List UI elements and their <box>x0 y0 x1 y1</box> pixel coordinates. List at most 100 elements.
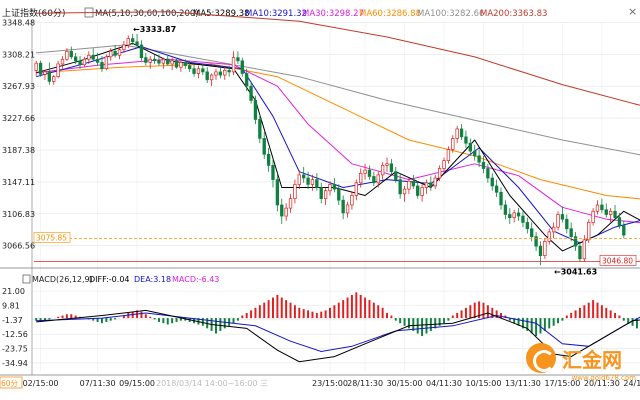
candle-up <box>297 174 301 185</box>
price-tick-label: 3308.21 <box>2 50 35 59</box>
candle-up <box>328 184 332 192</box>
candle-up <box>354 182 358 196</box>
candle-down <box>131 38 135 43</box>
candle-up <box>117 49 122 56</box>
candle-down <box>367 169 372 177</box>
period-badge[interactable]: 60分 <box>1 379 19 388</box>
candle-down <box>494 185 499 193</box>
time-tick-label: 20/11:30 <box>584 379 620 388</box>
candle-up <box>196 68 201 74</box>
candle-down <box>341 199 345 214</box>
ma200-line <box>36 11 640 106</box>
candle-up <box>214 71 218 76</box>
candle-down <box>565 218 569 230</box>
ma100-value: MA100:3282.66 <box>417 9 484 19</box>
candle-down <box>275 179 280 206</box>
candle-down <box>534 236 538 247</box>
candle-up <box>420 187 424 196</box>
candle-up <box>433 177 437 187</box>
candle-down <box>38 62 43 75</box>
macd-params[interactable]: MACD(26,12,9) <box>32 275 93 284</box>
price-tick-label: 3187.38 <box>2 146 35 155</box>
candle-down <box>319 187 323 199</box>
candle-down <box>201 68 205 73</box>
candle-up <box>407 180 411 190</box>
candle-down <box>411 180 415 187</box>
window-title: 上证指数(60分) <box>2 7 65 19</box>
candle-up <box>293 184 297 199</box>
candle-up <box>455 128 459 139</box>
ma-params[interactable]: MA(5,10,30,60,100,200) <box>95 9 199 19</box>
candle-down <box>192 68 196 74</box>
macd-header: MACD(26,12,9) DIFF:-0.04 DEA:3.18 MACD:-… <box>22 274 219 284</box>
candle-down <box>573 236 578 247</box>
candle-up <box>363 169 367 174</box>
candle-up <box>56 63 60 77</box>
candle-up <box>231 57 236 73</box>
candle-down <box>139 44 144 58</box>
macd-tick-label: 9.81 <box>2 301 20 310</box>
candle-down <box>188 65 192 70</box>
candle-up <box>323 190 328 199</box>
close-icon[interactable]: × <box>628 5 637 18</box>
candle-up <box>608 210 613 215</box>
macd-settings-box[interactable] <box>22 274 31 284</box>
candle-up <box>424 182 429 188</box>
candle-down <box>477 155 481 163</box>
candle-down <box>174 60 179 68</box>
candle-down <box>73 56 78 62</box>
ma5-value: MA5:3289.38 <box>193 9 250 19</box>
candle-down <box>578 245 582 260</box>
time-tick-label: 09/15:00 <box>119 379 155 388</box>
candle-up <box>170 60 174 65</box>
candle-down <box>459 128 464 138</box>
candle-up <box>148 58 152 63</box>
price-tick-label: 3147.11 <box>2 178 35 187</box>
candle-up <box>60 58 65 65</box>
candle-down <box>258 119 262 139</box>
candle-up <box>223 69 227 76</box>
candle-down <box>372 176 376 184</box>
watermark-url: www.gold678.com <box>571 374 636 382</box>
candle-up <box>451 138 455 150</box>
macd-diff-path <box>36 309 640 363</box>
candle-down <box>389 163 394 173</box>
extreme-annotation: ←3333.87 <box>133 25 176 34</box>
ma200-path <box>36 11 640 106</box>
macd-tick-label: -34.94 <box>2 359 28 368</box>
candle-down <box>152 58 157 62</box>
price-markers: 3075.85 3046.80 <box>33 232 640 266</box>
candle-up <box>385 163 389 166</box>
candle-down <box>516 212 521 217</box>
candle-down <box>166 58 170 65</box>
candle-down <box>253 100 258 120</box>
candle-down <box>464 136 468 144</box>
macd-tick-label: -12.56 <box>2 330 28 339</box>
time-tick-label: 23/15:00 <box>312 379 348 388</box>
candle-down <box>604 209 608 215</box>
candle-down <box>205 71 209 81</box>
candle-up <box>376 174 380 184</box>
ma10-line <box>36 46 640 244</box>
candle-up <box>209 74 214 81</box>
candle-down <box>613 210 617 218</box>
candle-down <box>468 142 472 152</box>
gold-logo-icon <box>526 343 556 373</box>
ma30-value: MA30:3298.27 <box>302 9 364 19</box>
macd-dea-value: DEA:3.18 <box>134 275 171 284</box>
period-badge-box[interactable] <box>0 376 23 389</box>
macd-macd-value: MACD:-6.43 <box>172 275 219 284</box>
macd-diff-line <box>36 309 640 363</box>
candle-down <box>538 245 543 257</box>
macd-diff-value: DIFF:-0.04 <box>89 275 130 284</box>
candle-up <box>284 207 288 217</box>
candle-down <box>218 71 223 76</box>
macd-tick-label: -23.75 <box>2 345 28 354</box>
candle-up <box>82 58 87 66</box>
price-marker-label: 3046.80 <box>602 256 633 265</box>
candle-up <box>43 71 47 75</box>
candle-down <box>503 204 508 215</box>
time-tick-label: 10/15:00 <box>466 379 502 388</box>
macd-dea-line <box>36 312 640 353</box>
